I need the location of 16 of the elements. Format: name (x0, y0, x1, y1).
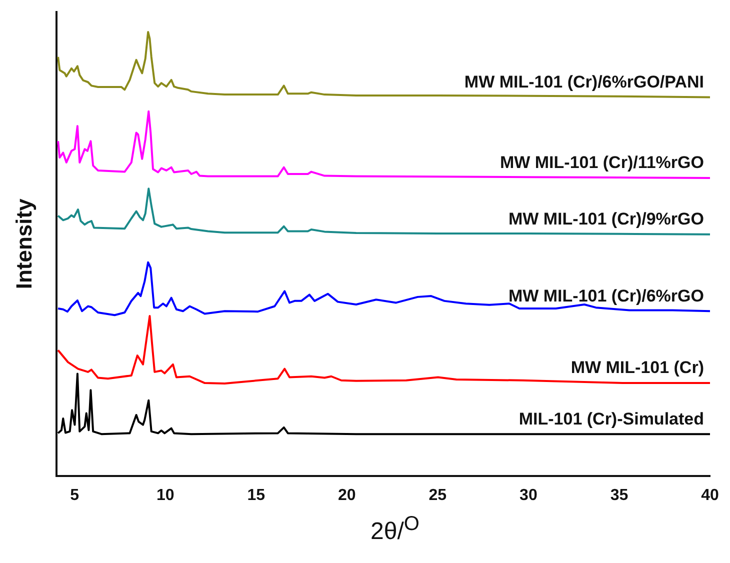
x-tick-label: 40 (701, 486, 719, 504)
x-tick-label: 35 (610, 486, 628, 504)
series-label: MW MIL-101 (Cr)/6%rGO (508, 286, 704, 306)
series-label: MW MIL-101 (Cr) (570, 358, 704, 378)
series-label: MW MIL-101 (Cr)/11%rGO (500, 153, 704, 172)
x-tick-label: 30 (520, 486, 538, 504)
series-label: MIL-101 (Cr)-Simulated (518, 409, 704, 428)
series-label: MW MIL-101 (Cr)/6%rGO/PANI (464, 72, 704, 92)
x-tick-label: 10 (156, 486, 174, 504)
x-tick-label: 20 (338, 486, 356, 504)
x-tick-label: 15 (247, 486, 266, 504)
x-axis-title: 2θ/$^{O}$ (370, 513, 420, 546)
x-tick-label: 5 (70, 486, 80, 504)
series-label: MW MIL-101 (Cr)/9%rGO (508, 210, 704, 229)
y-axis-title: Intensity (11, 198, 36, 290)
x-tick-label: 25 (428, 486, 447, 504)
